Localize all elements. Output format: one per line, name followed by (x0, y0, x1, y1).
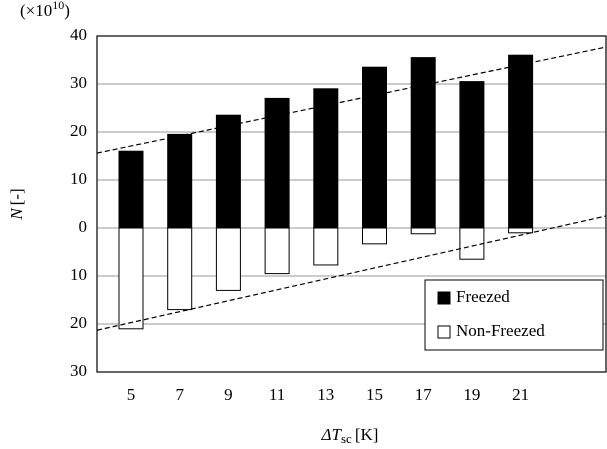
bar (215, 227, 241, 291)
y-tick-label: 30 (70, 361, 87, 380)
x-subscript: sc (341, 431, 352, 446)
bar (264, 97, 290, 229)
bar (410, 57, 436, 229)
y-unit: [-] (7, 188, 26, 205)
legend-box (424, 279, 604, 351)
bar (508, 54, 534, 229)
x-symbol: ΔT (321, 425, 343, 444)
bar (508, 227, 534, 234)
bar (118, 150, 144, 229)
y-axis-label: N [-] (7, 188, 26, 220)
multiplier-prefix: (×10 (20, 1, 52, 20)
legend-label: Freezed (456, 287, 510, 306)
x-unit: [K] (355, 425, 379, 444)
y-tick-label: 20 (70, 121, 87, 140)
bar (313, 227, 339, 266)
bar (167, 133, 193, 229)
y-tick-label: 30 (70, 73, 87, 92)
y-tick-label: 20 (70, 313, 87, 332)
bar (313, 88, 339, 229)
x-tick-label: 17 (415, 385, 433, 404)
bar (459, 81, 485, 229)
bar (118, 227, 144, 330)
x-axis-label: ΔTsc [K] (321, 425, 379, 446)
bar (362, 227, 387, 245)
x-tick-label: 13 (317, 385, 334, 404)
plot-frame (96, 35, 607, 373)
y-tick-label: 40 (70, 25, 87, 44)
y-symbol: N (7, 207, 26, 221)
bar (215, 114, 241, 229)
y-tick-label: 10 (70, 265, 87, 284)
bar (167, 227, 193, 311)
x-tick-label: 15 (366, 385, 383, 404)
multiplier-suffix: ) (64, 1, 70, 20)
x-tick-label: 7 (175, 385, 184, 404)
bar (410, 227, 436, 235)
legend-label: Non-Freezed (456, 321, 545, 340)
x-tick-label: 21 (512, 385, 529, 404)
y-tick-label: 10 (70, 169, 87, 188)
bar (459, 227, 485, 260)
x-tick-label: 11 (269, 385, 285, 404)
multiplier-exponent: 10 (52, 0, 64, 12)
legend: Freezed Non-Freezed (424, 279, 604, 351)
trend-line (96, 46, 607, 154)
legend-swatch (437, 325, 451, 339)
x-tick-label: 9 (224, 385, 233, 404)
legend-swatch (437, 291, 451, 305)
bar (264, 227, 290, 275)
y-tick-label: 0 (79, 217, 88, 236)
trend-line (96, 215, 607, 331)
x-tick-label: 5 (127, 385, 136, 404)
x-tick-label: 19 (463, 385, 480, 404)
bar (362, 66, 387, 229)
multiplier: (×1010) (20, 0, 70, 20)
